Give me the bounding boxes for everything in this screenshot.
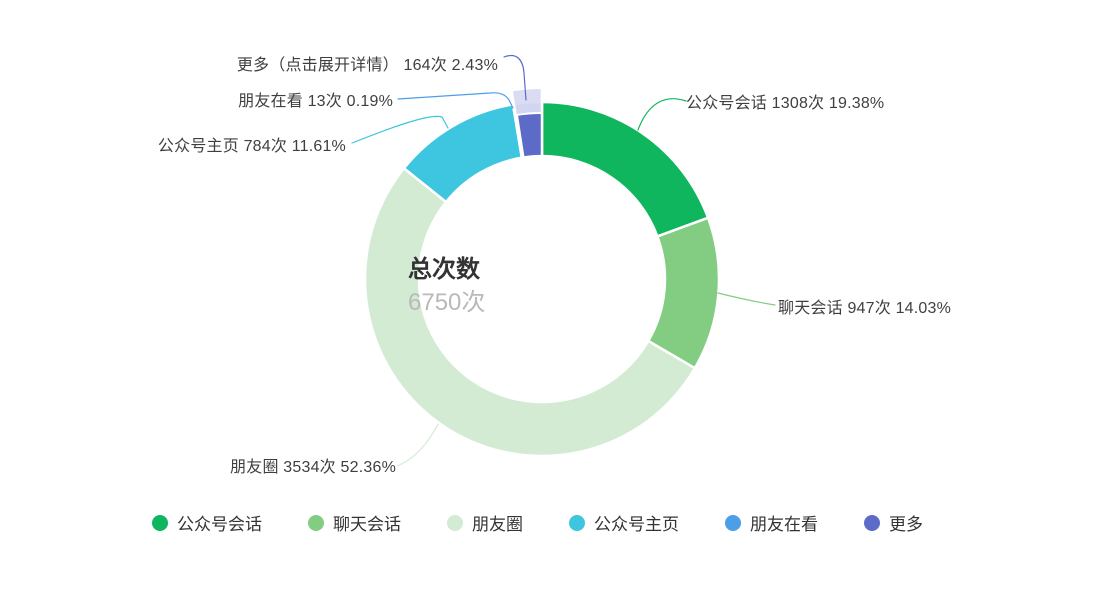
leader-line-moments (396, 423, 439, 467)
legend-dot-moments (447, 514, 463, 531)
legend-label-friends-watching: 朋友在看 (750, 515, 818, 534)
leader-line-more (503, 54, 527, 101)
legend-item-official-account-homepage[interactable]: 公众号主页 (569, 510, 679, 535)
callout-label-friends-watching: 朋友在看 13次 0.19% (238, 93, 393, 110)
total-count-title: 总次数 (408, 256, 480, 283)
legend-dot-official-account-chat (152, 514, 168, 531)
legend-label-moments: 朋友圈 (472, 515, 523, 534)
pie-slice-moments[interactable] (363, 166, 697, 458)
legend-item-moments[interactable]: 朋友圈 (447, 510, 523, 535)
legend-item-more[interactable]: 更多 (864, 510, 923, 535)
legend-item-official-account-chat[interactable]: 公众号会话 (152, 510, 262, 535)
leader-line-official-account-homepage (351, 115, 449, 144)
callout-label-official-account-homepage: 公众号主页 784次 11.61% (157, 138, 346, 155)
legend-label-official-account-chat: 公众号会话 (177, 515, 262, 534)
legend-dot-chat-session (308, 514, 324, 531)
pie-slice-chat-session[interactable] (646, 216, 721, 370)
legend-dot-official-account-homepage (569, 514, 585, 531)
legend-dot-friends-watching (725, 514, 741, 531)
leader-line-chat-session (717, 292, 776, 306)
slice-highlight-overlay-more (510, 86, 543, 117)
leader-line-official-account-chat (637, 98, 687, 131)
chart-legend: 公众号会话 聊天会话 朋友圈 公众号主页 朋友在看 更多 (152, 510, 923, 535)
legend-dot-more (864, 514, 880, 531)
legend-label-chat-session: 聊天会话 (333, 515, 401, 534)
callout-label-official-account-chat: 公众号会话 1308次 19.38% (686, 95, 885, 112)
legend-label-official-account-homepage: 公众号主页 (594, 515, 679, 534)
callout-label-moments: 朋友圈 3534次 52.36% (230, 459, 396, 476)
pie-slice-official-account-chat[interactable] (540, 100, 710, 238)
callout-label-more[interactable]: 更多（点击展开详情） 164次 2.43% (236, 57, 498, 74)
legend-label-more: 更多 (889, 515, 923, 534)
donut-center-label: 总次数 6750次 (408, 256, 485, 316)
legend-item-friends-watching[interactable]: 朋友在看 (725, 510, 818, 535)
total-count-value: 6750次 (408, 288, 486, 316)
leader-line-friends-watching (397, 92, 514, 109)
legend-item-chat-session[interactable]: 聊天会话 (308, 510, 401, 535)
callout-label-chat-session: 聊天会话 947次 14.03% (778, 300, 952, 317)
